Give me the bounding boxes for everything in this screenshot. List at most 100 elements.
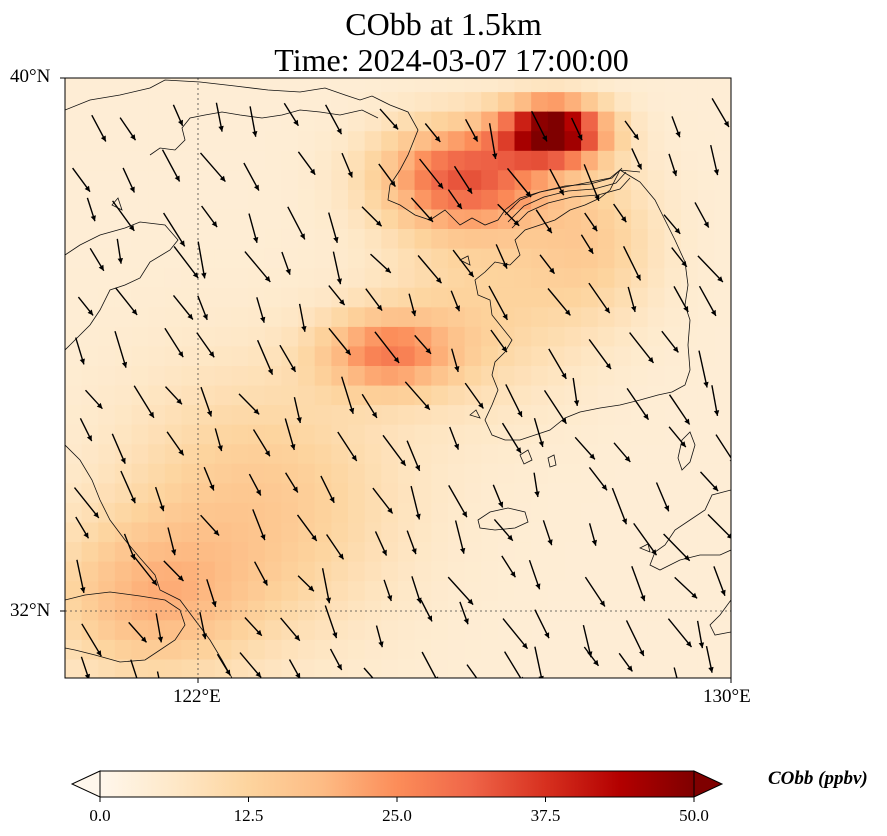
field-cell xyxy=(448,52,466,73)
field-cell xyxy=(447,130,466,151)
field-cell xyxy=(631,501,649,523)
wind-arrow xyxy=(320,475,335,504)
field-cell xyxy=(514,149,533,171)
field-cell xyxy=(431,228,449,249)
field-cell xyxy=(98,365,116,386)
field-cell xyxy=(198,658,216,678)
field-cell xyxy=(597,658,616,678)
field-cell xyxy=(748,561,766,582)
wind-arrow xyxy=(580,234,594,255)
field-cell xyxy=(298,404,316,425)
field-cell xyxy=(81,247,100,269)
field-cell xyxy=(381,188,399,210)
field-cell xyxy=(697,404,716,425)
wind-arrow xyxy=(631,148,643,170)
map-title: CObb at 1.5km xyxy=(345,6,542,42)
field-cell xyxy=(231,443,250,464)
colorbar-body xyxy=(100,771,694,797)
field-cell xyxy=(348,78,366,93)
field-cell xyxy=(631,52,649,73)
field-cell xyxy=(298,52,316,73)
field-cell xyxy=(381,149,399,171)
field-cell xyxy=(298,521,316,543)
field-cell xyxy=(198,169,216,190)
wind-arrow xyxy=(424,123,441,143)
field-cell xyxy=(731,345,749,366)
field-cell xyxy=(547,580,566,601)
wind-arrow xyxy=(244,617,263,637)
field-cell xyxy=(231,345,250,366)
field-cell xyxy=(547,325,566,347)
field-cell xyxy=(748,404,766,425)
field-cell xyxy=(264,228,283,249)
field-cell xyxy=(447,580,466,601)
wind-arrow xyxy=(668,426,687,448)
wind-arrow xyxy=(624,120,640,141)
field-cell xyxy=(398,110,416,132)
field-cell xyxy=(481,678,499,699)
wind-arrow xyxy=(711,98,730,128)
field-cell xyxy=(281,91,299,112)
field-cell xyxy=(731,561,749,582)
field-cell xyxy=(114,267,133,288)
field-cell xyxy=(298,678,316,699)
field-cell xyxy=(398,619,416,640)
field-cell xyxy=(65,325,83,347)
field-cell xyxy=(481,52,499,73)
field-cell xyxy=(714,423,731,445)
field-cell xyxy=(748,52,766,73)
field-cell xyxy=(348,423,366,445)
wind-arrow xyxy=(705,645,714,673)
field-cell xyxy=(114,345,133,366)
field-cell xyxy=(681,619,699,640)
field-cell xyxy=(681,365,699,386)
field-cell xyxy=(281,658,299,678)
field-cell xyxy=(447,482,466,503)
field-cell xyxy=(114,541,133,562)
field-cell xyxy=(348,619,366,640)
field-cell xyxy=(481,521,499,543)
field-cell xyxy=(364,501,383,523)
wind-arrow xyxy=(133,385,155,419)
field-cell xyxy=(414,599,433,621)
field-cell xyxy=(414,267,433,288)
field-cell xyxy=(65,384,83,406)
field-cell xyxy=(364,658,383,678)
field-cell xyxy=(132,52,150,73)
field-cell xyxy=(381,384,399,406)
field-cell xyxy=(597,599,616,621)
field-cell xyxy=(731,522,749,543)
field-cell xyxy=(614,560,632,582)
wind-arrow xyxy=(588,523,597,546)
field-cell xyxy=(281,599,299,621)
colorbar-tick-label: 37.5 xyxy=(531,806,561,825)
field-cell xyxy=(348,658,366,678)
field-cell xyxy=(431,208,449,229)
field-cell xyxy=(431,78,449,93)
field-cell xyxy=(714,560,731,582)
field-cell xyxy=(364,345,383,366)
wind-arrow xyxy=(239,652,262,678)
field-cell xyxy=(214,365,233,386)
field-cell xyxy=(664,306,683,327)
field-cell xyxy=(298,345,316,366)
field-cell xyxy=(181,247,200,269)
field-cell xyxy=(697,599,716,621)
field-cell xyxy=(664,638,683,660)
field-cell xyxy=(364,91,383,112)
field-cell xyxy=(281,345,299,366)
field-cell xyxy=(547,247,566,269)
field-cell xyxy=(697,306,716,327)
field-cell xyxy=(464,130,483,151)
field-cell xyxy=(98,443,116,464)
field-cell xyxy=(298,78,316,93)
wind-arrow xyxy=(618,652,633,672)
wind-arrow xyxy=(464,118,479,142)
field-cell xyxy=(648,52,666,73)
field-cell xyxy=(98,482,116,503)
field-cell xyxy=(131,247,150,269)
wind-arrow xyxy=(76,559,86,594)
field-cell xyxy=(298,286,316,308)
field-cell xyxy=(164,149,183,171)
field-cell xyxy=(547,78,566,93)
